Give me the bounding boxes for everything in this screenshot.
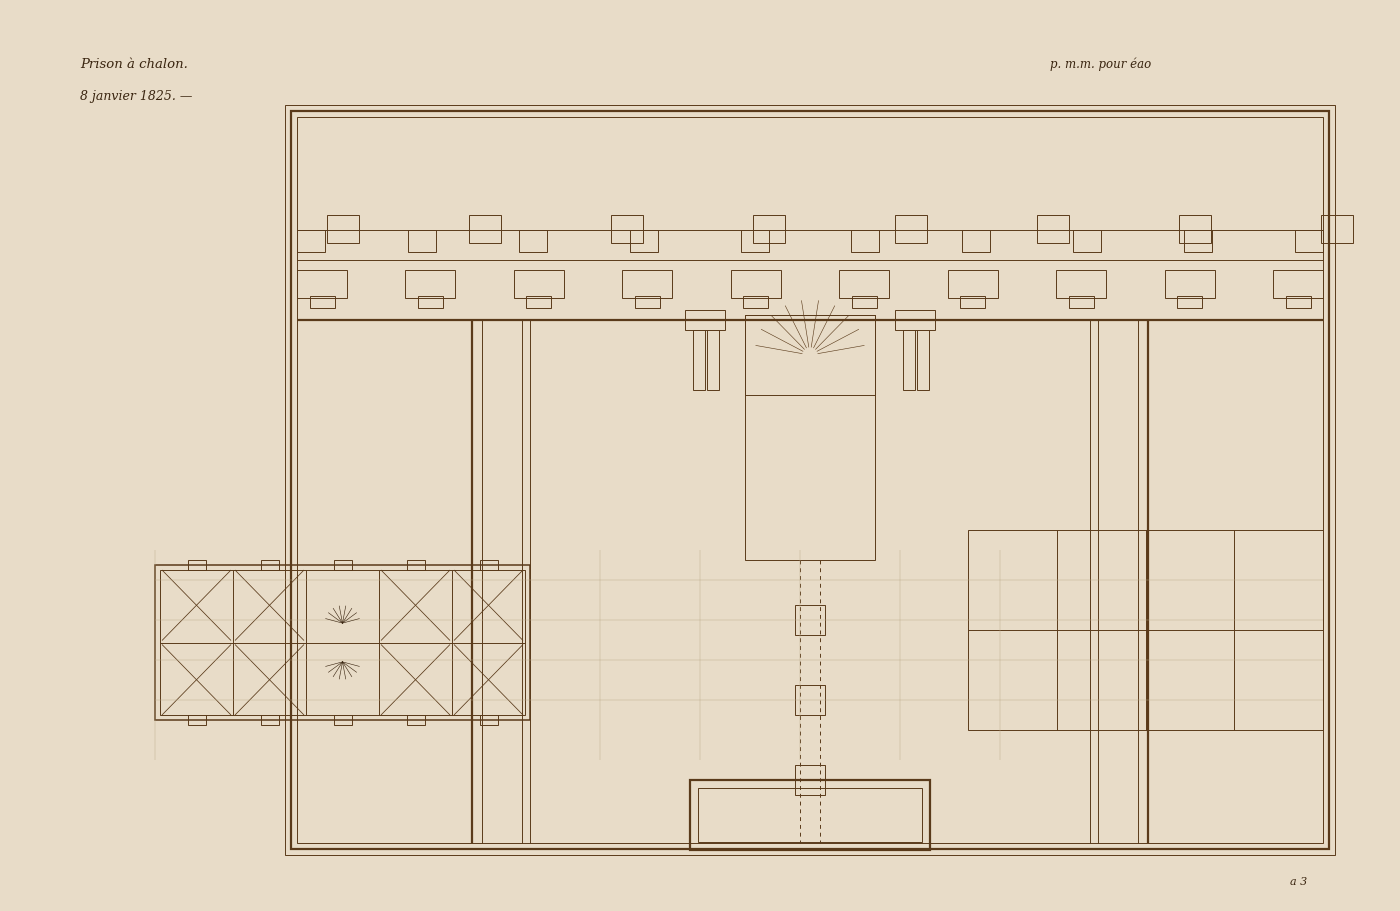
Bar bbox=[333, 560, 351, 570]
Bar bbox=[685, 310, 725, 330]
Text: p. m.m. pour éao: p. m.m. pour éao bbox=[1050, 57, 1151, 71]
Bar bbox=[851, 230, 879, 252]
Bar bbox=[526, 296, 552, 308]
Bar bbox=[693, 330, 706, 390]
Bar bbox=[917, 330, 930, 390]
Bar bbox=[851, 296, 876, 308]
Bar bbox=[291, 111, 1329, 849]
Bar bbox=[962, 230, 990, 252]
Bar bbox=[743, 296, 769, 308]
Bar bbox=[309, 296, 335, 308]
Bar bbox=[297, 230, 325, 252]
Bar bbox=[406, 715, 424, 725]
Bar bbox=[160, 570, 525, 715]
Text: a 3: a 3 bbox=[1289, 877, 1308, 887]
Text: 8 janvier 1825. —: 8 janvier 1825. — bbox=[80, 90, 192, 103]
Bar bbox=[328, 215, 358, 243]
Bar bbox=[960, 296, 986, 308]
Bar bbox=[795, 685, 825, 715]
Bar bbox=[630, 230, 658, 252]
Bar bbox=[795, 765, 825, 795]
Bar bbox=[1184, 230, 1212, 252]
Bar bbox=[1068, 296, 1093, 308]
Bar bbox=[407, 230, 435, 252]
Bar bbox=[479, 560, 497, 570]
Bar bbox=[610, 215, 643, 243]
Bar bbox=[1295, 230, 1323, 252]
Bar bbox=[745, 315, 875, 560]
Bar bbox=[1037, 215, 1070, 243]
Bar bbox=[1056, 270, 1106, 298]
Bar bbox=[753, 215, 785, 243]
Bar bbox=[948, 270, 998, 298]
Text: Prison à chalon.: Prison à chalon. bbox=[80, 58, 188, 71]
Bar bbox=[260, 715, 279, 725]
Bar bbox=[297, 117, 1323, 843]
Bar bbox=[795, 605, 825, 635]
Bar bbox=[514, 270, 564, 298]
Bar bbox=[690, 780, 930, 850]
Bar bbox=[895, 215, 927, 243]
Bar bbox=[286, 105, 1336, 855]
Bar bbox=[1322, 215, 1352, 243]
Bar bbox=[903, 330, 916, 390]
Bar bbox=[1165, 270, 1215, 298]
Bar bbox=[479, 715, 497, 725]
Bar bbox=[699, 788, 923, 842]
Bar bbox=[967, 530, 1323, 730]
Bar bbox=[707, 330, 720, 390]
Bar bbox=[1273, 270, 1323, 298]
Bar bbox=[1074, 230, 1102, 252]
Bar bbox=[188, 715, 206, 725]
Bar bbox=[1285, 296, 1310, 308]
Bar bbox=[469, 215, 501, 243]
Bar bbox=[519, 230, 547, 252]
Bar bbox=[634, 296, 659, 308]
Bar bbox=[406, 270, 455, 298]
Bar bbox=[731, 270, 781, 298]
Bar bbox=[623, 270, 672, 298]
Bar bbox=[745, 315, 875, 395]
Bar bbox=[406, 560, 424, 570]
Bar bbox=[188, 560, 206, 570]
Bar bbox=[895, 310, 935, 330]
Bar bbox=[1177, 296, 1203, 308]
Bar bbox=[741, 230, 769, 252]
Bar bbox=[1179, 215, 1211, 243]
Bar bbox=[260, 560, 279, 570]
Bar bbox=[419, 296, 442, 308]
Bar bbox=[333, 715, 351, 725]
Bar bbox=[839, 270, 889, 298]
Bar bbox=[297, 270, 347, 298]
Bar bbox=[155, 565, 531, 720]
